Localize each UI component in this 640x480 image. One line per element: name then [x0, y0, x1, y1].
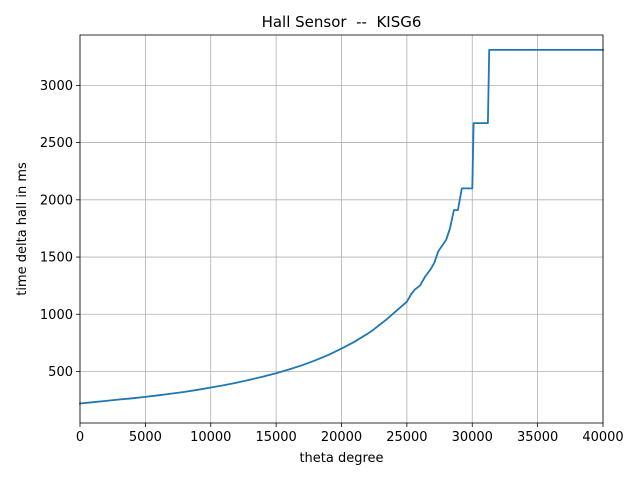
x-tick-label: 20000	[321, 430, 362, 445]
y-axis-label: time delta hall in ms	[15, 162, 30, 296]
x-tick-label: 30000	[452, 430, 493, 445]
series-line	[79, 49, 604, 405]
grid	[79, 35, 604, 423]
chart-title: Hall Sensor -- KISG6	[262, 13, 422, 31]
x-tick-label: 0	[76, 430, 84, 445]
y-tick-label: 500	[48, 365, 73, 380]
y-tick-label: 1000	[40, 308, 73, 323]
x-axis: 0 5000 10000 15000 20000 25000 30000 35000 40000	[76, 423, 624, 445]
x-tick-label: 40000	[582, 430, 623, 445]
y-tick-label: 2500	[40, 136, 73, 151]
x-axis-label: theta degree	[299, 451, 383, 466]
y-tick-label: 3000	[40, 79, 73, 94]
y-axis: 500 1000 1500 2000 2500 3000	[40, 79, 80, 380]
x-tick-label: 35000	[517, 430, 558, 445]
y-tick-label: 2000	[40, 193, 73, 208]
series-group	[79, 49, 604, 405]
y-tick-label: 1500	[40, 251, 73, 266]
x-tick-label: 5000	[129, 430, 162, 445]
x-tick-label: 10000	[190, 430, 231, 445]
x-tick-label: 25000	[386, 430, 427, 445]
x-tick-label: 15000	[255, 430, 296, 445]
